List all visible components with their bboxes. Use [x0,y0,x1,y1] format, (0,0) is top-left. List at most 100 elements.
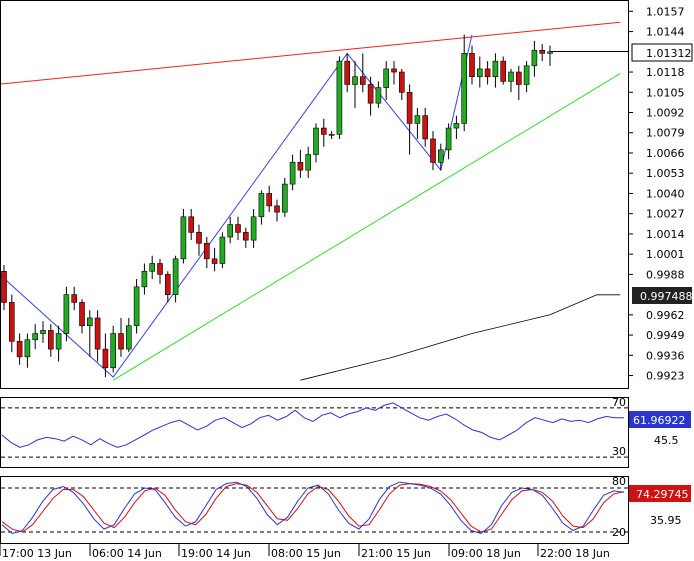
candle-down [406,91,413,124]
candle-up [437,149,444,163]
candle-down [16,341,23,358]
rsi-value-badge: 61.96922 [629,411,691,428]
candle-up [250,216,257,241]
main-panel [0,0,629,389]
candle-up [461,53,468,124]
candle-up [476,68,483,78]
support-line [112,73,621,381]
candle-down [500,60,507,82]
candle-down [359,76,366,85]
candle-down [367,84,374,104]
y-tick-label: 0.9949 [646,329,685,342]
candle-down [102,348,109,369]
candle-up [63,294,70,334]
candle-up [258,193,265,218]
rsi-line [1,402,625,448]
candle-down [94,317,101,350]
candle-up [383,68,390,88]
y-tick-label: 1.0118 [646,66,685,79]
candle-up [445,127,452,151]
y-tick-label: 1.0014 [646,228,685,241]
candle-down [47,330,54,350]
y-tick-label: 1.0001 [646,248,685,261]
candle-down [118,333,124,350]
candle-up [492,60,499,78]
candle-up [508,71,514,82]
y-tick-label: 1.0144 [646,26,685,39]
candle-up [55,333,62,350]
candle-down [274,205,280,213]
rsi-level-label: 45.5 [654,434,679,447]
candle-down [71,294,77,303]
candle-up [24,339,31,358]
candle-up [87,317,93,327]
candle-up [305,154,312,171]
y-tick-label: 1.0105 [646,86,685,99]
rsi-panel [0,397,629,468]
candle-down [398,71,405,93]
candle-up [414,115,421,124]
y-tick-label: 0.9962 [646,309,685,322]
candle-down [188,216,194,233]
moving-average-label: 0.997488 [640,290,693,303]
candle-down [430,138,436,163]
candle-up [281,183,288,213]
candle-down [484,68,491,78]
candle-up [547,51,553,54]
stochastic-value-badge: 74.29745 [629,485,691,502]
x-tick-label: 19:00 14 Jun [181,547,251,560]
candle-down [165,274,171,295]
candle-down [266,193,273,207]
candle-down [515,71,522,85]
x-tick-label: 17:00 13 Jun [2,547,72,560]
candle-down [1,270,7,303]
candle-down [235,224,241,233]
candle-up [40,330,46,334]
y-tick-label: 0.9988 [646,268,685,281]
y-tick-label: 1.0040 [646,187,685,200]
y-tick-label: 0.9923 [646,370,685,383]
candle-up [313,127,319,155]
y-tick-label: 1.0079 [646,127,685,140]
candle-up [133,286,140,327]
rsi-level-label: 70 [612,396,626,409]
candle-up [531,49,538,67]
stochastic-d-line [1,483,625,533]
candle-up [289,162,296,185]
y-tick-label: 1.0092 [646,107,685,120]
candle-down [211,258,218,264]
resistance-line [1,21,621,85]
x-tick-label: 09:00 18 Jun [451,547,521,560]
x-tick-label: 08:00 15 Jun [271,547,341,560]
candle-down [243,232,249,241]
moving-average-badge: 0.997488 [632,287,693,304]
stochastic-level-label: 20 [612,526,626,539]
x-tick-label: 21:00 15 Jun [361,547,431,560]
current-price-label: 1.01312 [646,47,692,60]
candle-down [344,60,351,85]
candle-down [539,49,546,54]
axis-layer: 1.0157 1.0144 1.0118 1.0105 1.0092 1.0079 1.00… [0,5,685,560]
y-tick-label: 1.0027 [646,208,685,221]
candle-up [141,270,148,288]
stochastic-layer [1,481,628,535]
y-tick-label: 1.0066 [646,147,685,160]
candle-down [9,302,15,342]
candle-up [180,216,187,260]
candle-down [391,68,397,73]
candle-up [336,60,343,135]
stochastic-panel [0,476,629,544]
current-price-badge: 1.01312 [631,43,693,62]
candle-up [227,224,233,238]
candle-up [352,76,358,85]
candle-up [172,258,179,295]
candle-up [126,325,132,350]
y-tick-label: 1.0157 [646,5,685,18]
candle-up [453,123,460,129]
x-tick-label: 06:00 14 Jun [92,547,162,560]
y-tick-label: 0.9936 [646,349,685,362]
moving-average-line [300,294,621,381]
rsi-level-label: 30 [612,445,626,458]
stochastic-level-label: 35.95 [650,514,682,527]
